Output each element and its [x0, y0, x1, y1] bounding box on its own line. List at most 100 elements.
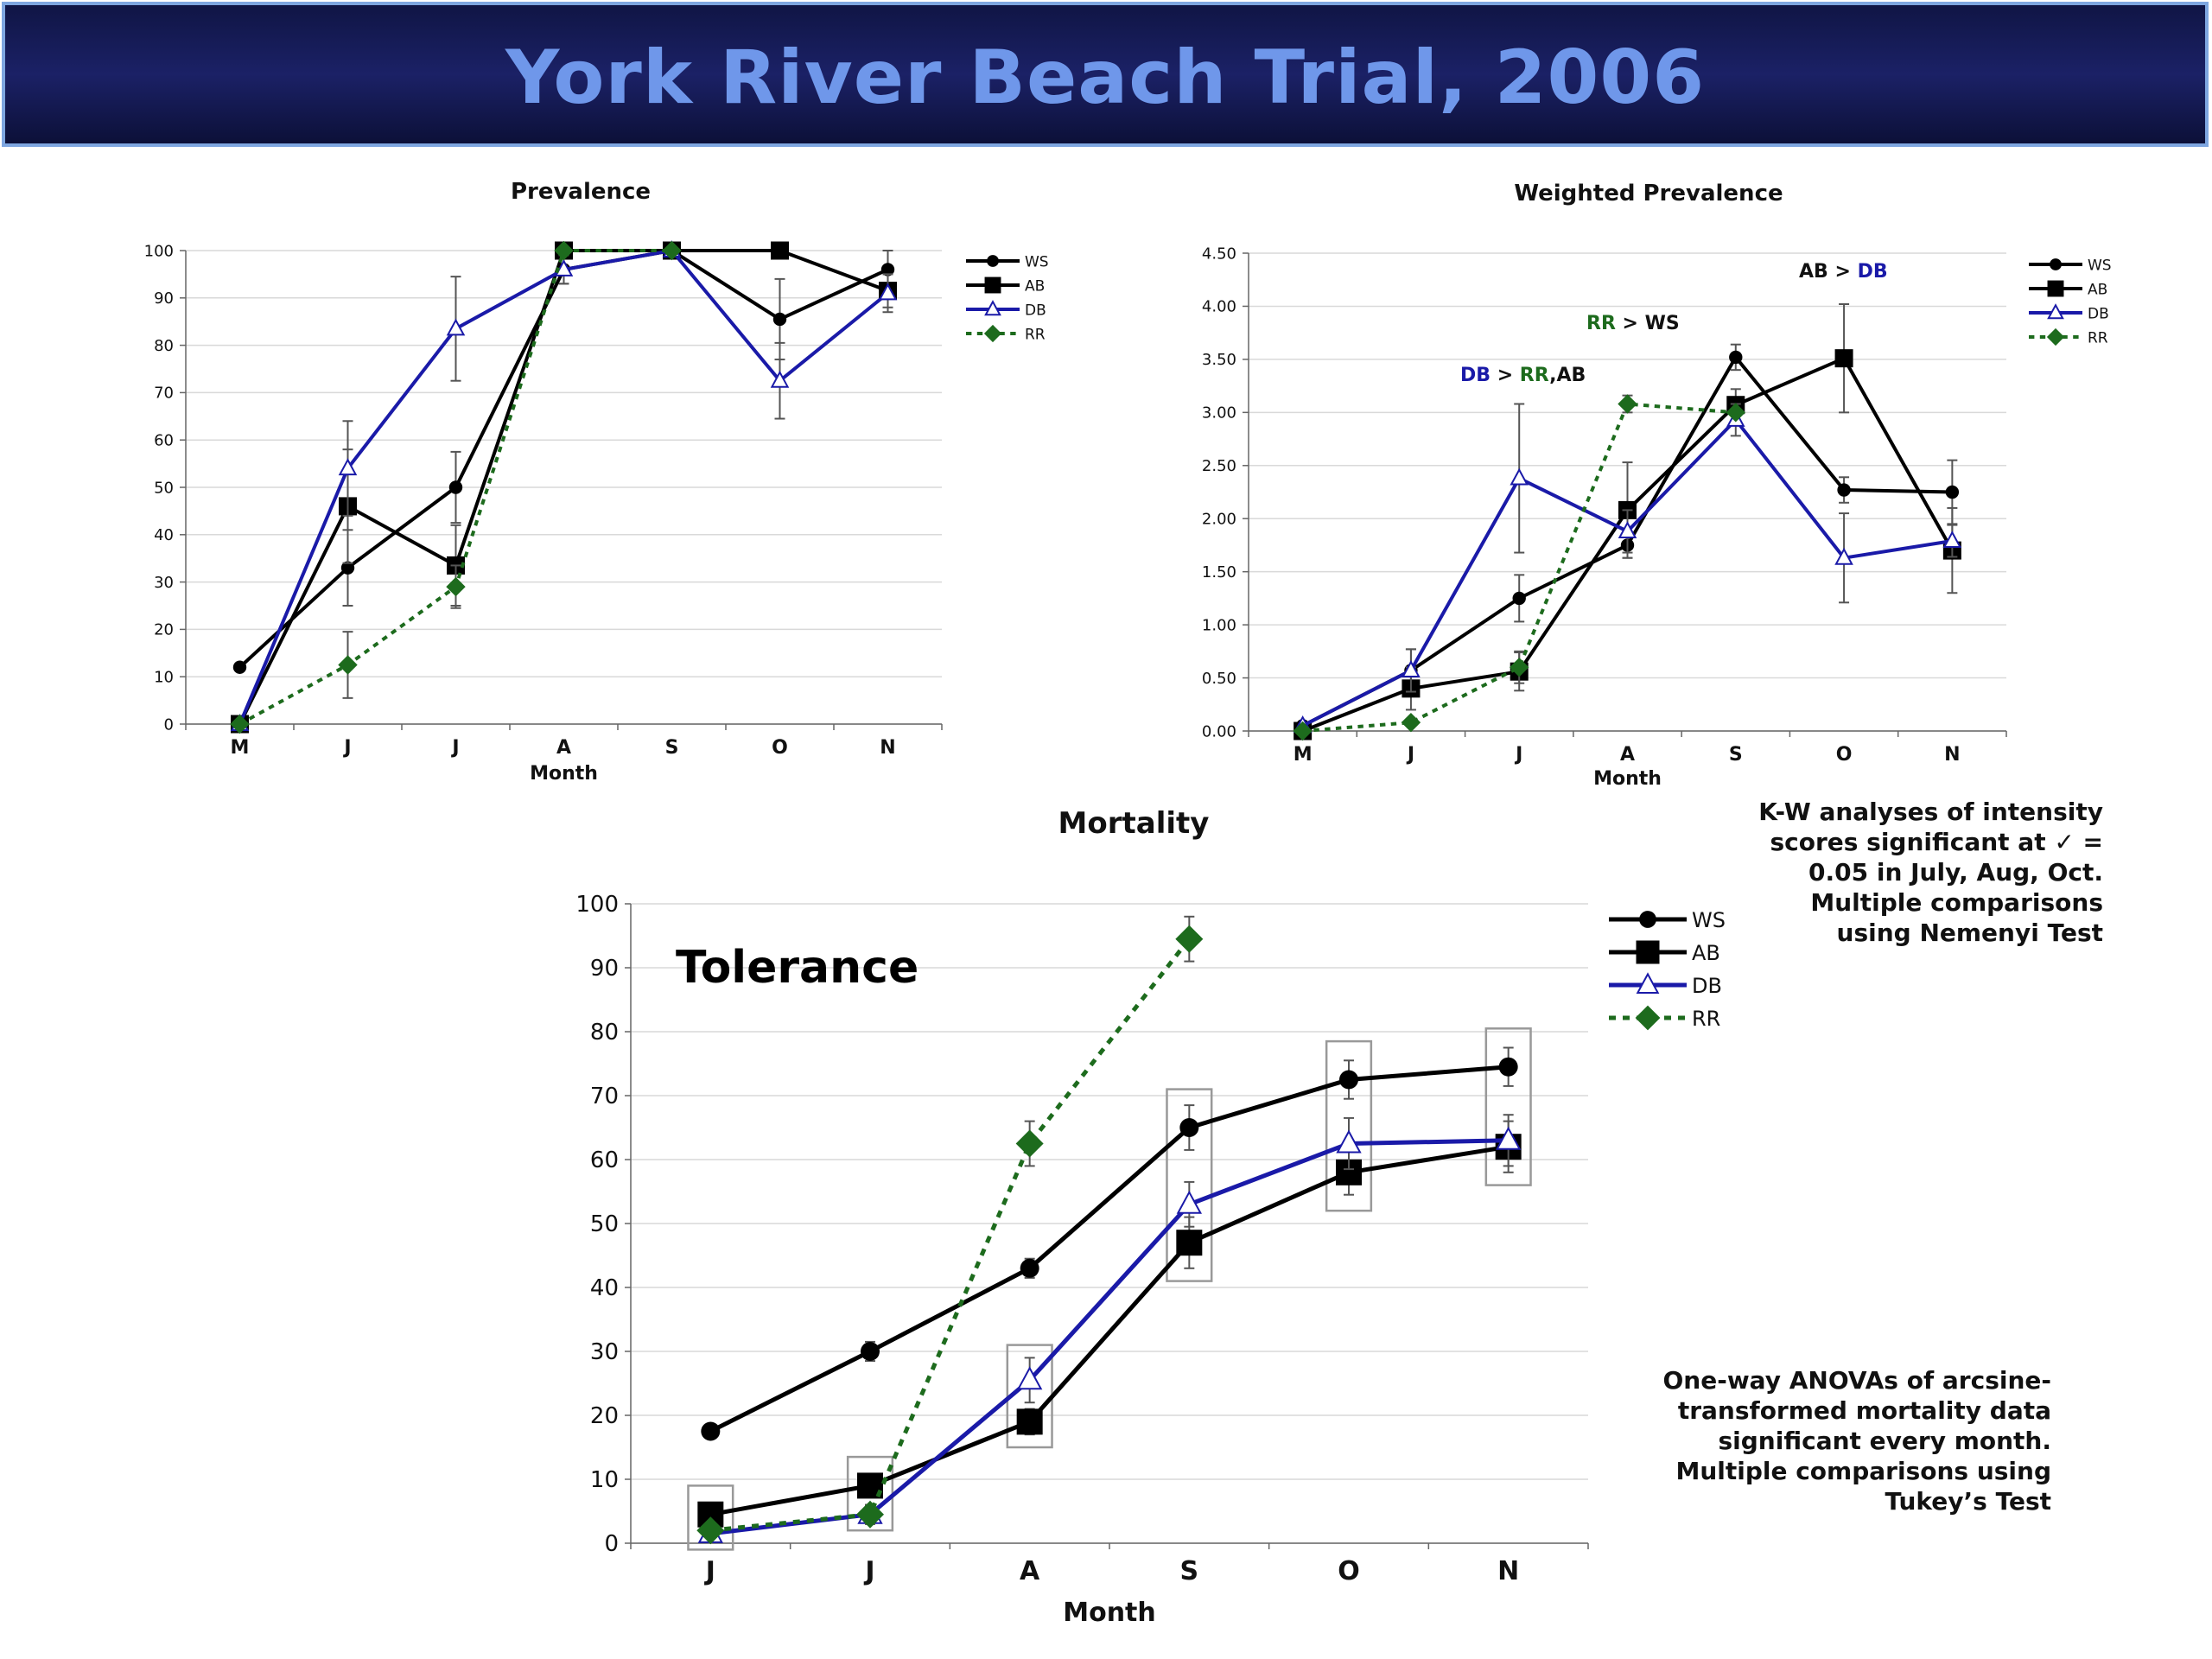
data-point-db — [2047, 303, 2064, 320]
x-tick-label: J — [704, 1556, 715, 1586]
data-point-ab — [1834, 349, 1853, 368]
y-tick-label: 4.00 — [1202, 298, 1236, 316]
data-point-db — [1402, 660, 1421, 677]
series-line-rr — [710, 938, 1192, 1533]
y-tick-label: 20 — [590, 1403, 619, 1429]
legend-label-ws: WS — [2088, 257, 2112, 274]
series-ab — [697, 1120, 1522, 1528]
chart-title: Weighted Prevalence — [1514, 181, 1783, 207]
series-rr — [230, 240, 682, 734]
legend: WS AB DB RR — [966, 253, 1049, 343]
x-tick-label: J — [1514, 744, 1522, 766]
data-point-db — [878, 283, 898, 301]
series-db — [1293, 403, 1962, 733]
legend-label-rr: RR — [2088, 329, 2108, 346]
y-tick-label: 0 — [604, 1531, 619, 1557]
data-point-db — [1176, 1190, 1203, 1214]
y-tick-label: 2.50 — [1202, 457, 1236, 475]
series-ws — [232, 244, 895, 674]
data-point-ab — [1016, 1408, 1043, 1435]
x-tick-label: N — [1944, 744, 1960, 766]
annotation-rr-gt-ws: RR > WS — [1586, 313, 1680, 334]
tolerance-label: Tolerance — [676, 942, 919, 994]
data-point-ws — [1729, 350, 1743, 365]
y-tick-label: 100 — [575, 892, 619, 918]
series-line-ws — [238, 249, 889, 669]
data-point-db — [1495, 1126, 1522, 1150]
series-db — [230, 240, 898, 731]
series-rr — [696, 915, 1204, 1545]
data-point-ws — [1498, 1057, 1518, 1077]
data-point-db — [338, 458, 358, 476]
x-axis-label: Month — [530, 763, 598, 785]
data-point-ws — [1639, 911, 1656, 928]
data-point-db — [984, 300, 1001, 316]
data-point-rr — [1293, 721, 1313, 741]
x-tick-label: N — [1497, 1556, 1519, 1586]
data-point-rr — [554, 240, 574, 261]
data-point-db — [1336, 1129, 1362, 1154]
data-point-db — [446, 318, 466, 336]
data-point-db — [1636, 972, 1660, 994]
data-point-ab — [1636, 940, 1660, 964]
significance-box — [1166, 1088, 1213, 1282]
data-point-ws — [1179, 1118, 1199, 1137]
legend: WS AB DB RR — [1609, 908, 1726, 1031]
series-ws — [701, 1046, 1518, 1441]
data-point-ws — [880, 263, 895, 276]
x-tick-label: O — [772, 737, 788, 759]
y-tick-label: 70 — [154, 385, 174, 403]
legend-label-db: DB — [1025, 302, 1046, 319]
page-title: York River Beach Trial, 2006 — [505, 35, 1706, 121]
x-tick-label: J — [863, 1556, 874, 1586]
y-tick-label: 50 — [154, 479, 174, 497]
kw-note: K-W analyses of intensity scores signifi… — [1758, 798, 2103, 947]
x-tick-label: J — [342, 737, 351, 759]
series-line-db — [710, 1138, 1509, 1536]
annotation-ab-gt-db: AB > DB — [1799, 261, 1888, 283]
data-point-rr — [338, 655, 358, 675]
data-point-ws — [1020, 1258, 1039, 1278]
y-tick-label: 0 — [164, 715, 174, 734]
data-point-ab — [984, 276, 1001, 294]
legend-label-ws: WS — [1692, 908, 1726, 932]
significance-box — [1484, 1027, 1532, 1186]
data-point-ws — [1945, 485, 1960, 499]
y-tick-label: 50 — [590, 1211, 619, 1237]
y-tick-label: 3.50 — [1202, 351, 1236, 369]
data-point-db — [1942, 531, 1962, 549]
legend-label-ws: WS — [1025, 253, 1049, 270]
y-tick-label: 80 — [590, 1020, 619, 1046]
x-tick-label: A — [1620, 744, 1635, 766]
data-point-rr — [983, 324, 1002, 343]
legend-label-db: DB — [2088, 305, 2109, 322]
y-tick-label: 4.50 — [1202, 245, 1236, 263]
data-point-ws — [232, 660, 247, 674]
y-tick-label: 90 — [590, 956, 619, 982]
legend-label-ab: AB — [1025, 277, 1045, 295]
y-tick-label: 40 — [590, 1275, 619, 1301]
data-point-db — [1618, 521, 1637, 538]
data-point-ws — [772, 312, 787, 327]
data-point-rr — [1618, 394, 1637, 414]
legend-label-ab: AB — [1692, 941, 1720, 965]
title-banner: York River Beach Trial, 2006 — [2, 2, 2209, 147]
x-tick-label: O — [1338, 1556, 1360, 1586]
data-point-db — [1834, 547, 1853, 565]
data-point-ab — [2047, 280, 2064, 297]
data-point-ws — [448, 480, 463, 494]
data-point-rr — [1510, 658, 1529, 677]
x-tick-label: J — [1406, 744, 1414, 766]
data-point-ws — [1512, 591, 1526, 606]
chart-title: Mortality — [1058, 806, 1210, 841]
x-tick-label: A — [1020, 1556, 1040, 1586]
y-tick-label: 100 — [144, 242, 174, 260]
y-tick-label: 1.50 — [1202, 563, 1236, 582]
data-point-rr — [1635, 1005, 1661, 1031]
prevalence-chart: Prevalence 0 10 20 30 40 50 60 70 80 90 100 M J J A S O N M… — [144, 179, 1049, 785]
x-axis-label: Month — [1593, 768, 1662, 790]
x-tick-label: A — [556, 737, 571, 759]
x-tick-label: S — [1729, 744, 1743, 766]
mortality-chart: Mortality 0 10 20 30 40 50 60 70 80 90 100 J J A S O N Mon… — [575, 806, 1726, 1628]
data-point-db — [770, 370, 790, 388]
